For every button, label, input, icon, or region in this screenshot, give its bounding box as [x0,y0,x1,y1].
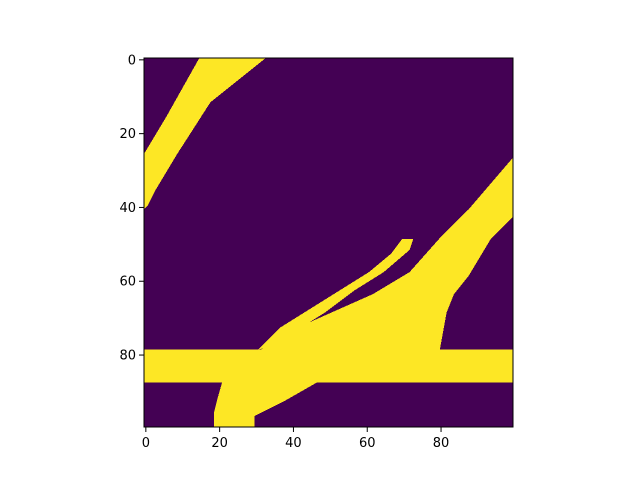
x-tick-label: 60 [359,436,376,451]
y-tick-label: 80 [119,349,136,364]
y-tick-label: 20 [119,127,136,142]
y-tick-label: 0 [128,53,136,68]
heatmap-region-4 [144,349,513,383]
y-axis: 0 20 40 60 80 [119,53,144,364]
heatmap-plot-area [144,58,513,427]
heatmap-region-1 [144,58,266,210]
x-tick-label: 40 [285,436,302,451]
x-tick-label: 20 [211,436,228,451]
y-tick-label: 40 [119,201,136,216]
heatmap-region-3 [258,238,414,350]
axes-frame [143,57,514,428]
x-tick-label: 0 [142,436,150,451]
x-tick-label: 80 [433,436,450,451]
x-axis: 0 20 40 60 80 [142,427,450,451]
y-tick-label: 60 [119,275,136,290]
